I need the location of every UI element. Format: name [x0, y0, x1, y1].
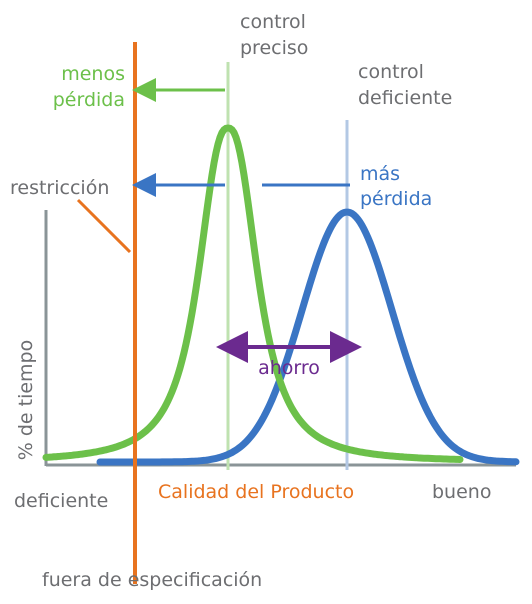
- label: deficiente: [358, 87, 452, 109]
- label: menos: [61, 63, 125, 85]
- label: fuera de especificación: [42, 569, 262, 591]
- label: restricción: [10, 177, 109, 199]
- label: más: [360, 163, 400, 185]
- label: deficiente: [14, 490, 108, 512]
- label: pérdida: [360, 188, 432, 210]
- label: pérdida: [53, 89, 125, 111]
- y-axis-label: % de tiempo: [15, 340, 37, 461]
- precise-curve: [42, 124, 464, 463]
- pointer: [76, 198, 132, 254]
- label: bueno: [432, 481, 491, 503]
- label: control: [358, 61, 424, 83]
- label: ahorro: [258, 357, 320, 379]
- label: preciso: [240, 37, 308, 59]
- label: control: [240, 11, 306, 33]
- x-axis-label: Calidad del Producto: [158, 481, 354, 503]
- deficient-curve: [96, 208, 520, 466]
